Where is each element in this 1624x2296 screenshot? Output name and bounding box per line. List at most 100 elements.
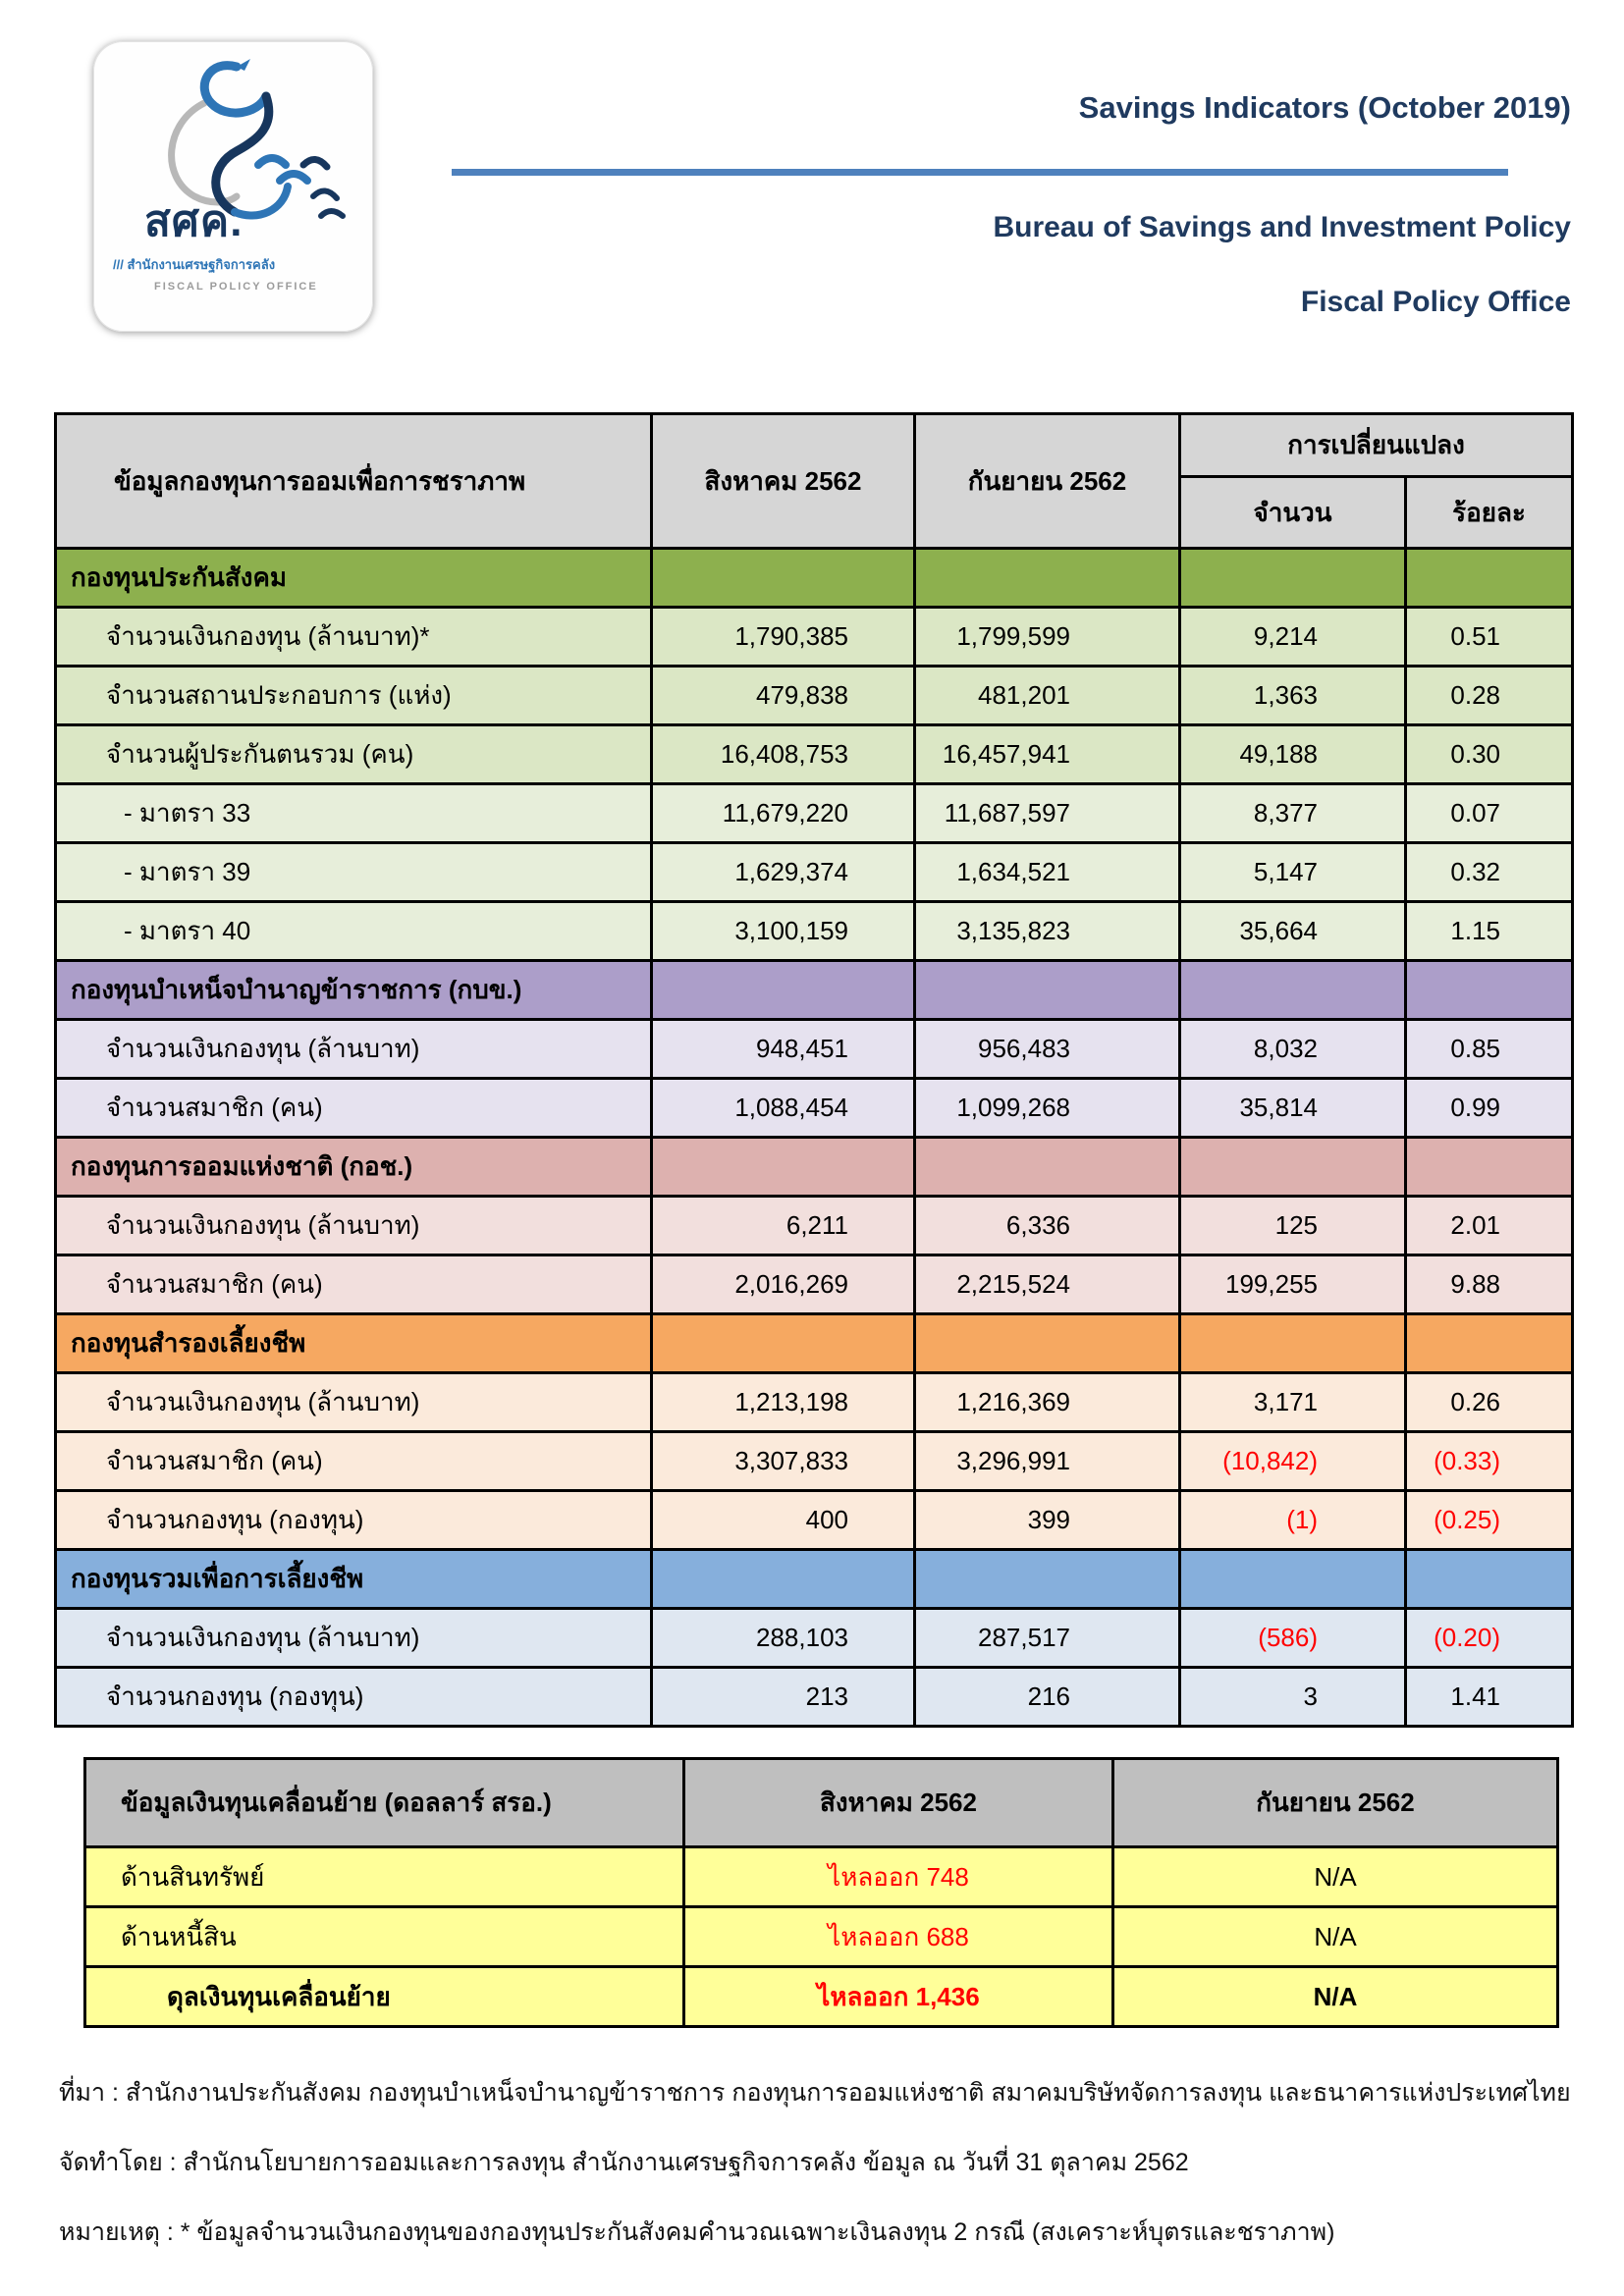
value-aug: 479,838 xyxy=(650,665,916,726)
value-amount: 5,147 xyxy=(1178,841,1407,903)
section-header-cell xyxy=(650,547,916,609)
value-aug: 1,088,454 xyxy=(650,1077,916,1139)
row-label: จำนวนสมาชิก (คน) xyxy=(54,1077,653,1139)
value-amount: 125 xyxy=(1178,1195,1407,1256)
table-row: - มาตรา 40 3,100,159 3,135,823 35,664 1.15 xyxy=(54,900,1574,962)
section-header-row: กองทุนประกันสังคม xyxy=(54,547,1574,609)
table-row: จำนวนสมาชิก (คน) 2,016,269 2,215,524 199,25… xyxy=(54,1254,1574,1315)
value-amount: 3 xyxy=(1178,1666,1407,1728)
page-title: Savings Indicators (October 2019) xyxy=(1078,90,1571,125)
value-sep: 11,687,597 xyxy=(913,782,1181,844)
section-header-cell xyxy=(913,1136,1181,1198)
table-row: จำนวนสมาชิก (คน) 3,307,833 3,296,991 (10,84… xyxy=(54,1430,1574,1492)
section-header-cell xyxy=(1178,1136,1407,1198)
table-row: จำนวนกองทุน (กองทุน) 400 399 (1) (0.25) xyxy=(54,1489,1574,1551)
value-amount: 3,171 xyxy=(1178,1371,1407,1433)
source-note: ที่มา : สำนักงานประกันสังคม กองทุนบำเหน็… xyxy=(59,2079,1571,2107)
value-amount: 199,255 xyxy=(1178,1254,1407,1315)
value-aug: 16,408,753 xyxy=(650,723,916,785)
value-aug: 11,679,220 xyxy=(650,782,916,844)
flow-header-row: ข้อมูลเงินทุนเคลื่อนย้าย (ดอลลาร์ สรอ.) … xyxy=(83,1757,1559,1848)
value-sep: N/A xyxy=(1111,1845,1559,1908)
row-label: ด้านหนี้สิน xyxy=(83,1905,685,1968)
value-aug: 1,790,385 xyxy=(650,606,916,667)
value-sep: 216 xyxy=(913,1666,1181,1728)
row-label: จำนวนสมาชิก (คน) xyxy=(54,1430,653,1492)
capital-flow-table: ข้อมูลเงินทุนเคลื่อนย้าย (ดอลลาร์ สรอ.) … xyxy=(83,1757,1559,2028)
section-title: กองทุนรวมเพื่อการเลี้ยงชีพ xyxy=(54,1548,653,1610)
value-aug: ไหลออก 1,436 xyxy=(682,1965,1114,2028)
value-percent: 0.28 xyxy=(1404,665,1574,726)
section-title: กองทุนบำเหน็จบำนาญข้าราชการ (กบข.) xyxy=(54,959,653,1021)
value-percent: 0.51 xyxy=(1404,606,1574,667)
section-header-row: กองทุนรวมเพื่อการเลี้ยงชีพ xyxy=(54,1548,1574,1610)
value-amount: 8,032 xyxy=(1178,1018,1407,1080)
value-amount: 1,363 xyxy=(1178,665,1407,726)
value-amount: 35,814 xyxy=(1178,1077,1407,1139)
logo-abbreviation: สศค. xyxy=(144,197,244,245)
value-sep: 287,517 xyxy=(913,1607,1181,1669)
column-header-august: สิงหาคม 2562 xyxy=(650,412,916,550)
prepared-by-note: จัดทำโดย : สำนักนโยบายการออมและการลงทุน … xyxy=(59,2149,1189,2176)
swan-logo-icon xyxy=(168,59,346,220)
table-row: ด้านสินทรัพย์ ไหลออก 748 N/A xyxy=(83,1845,1559,1908)
value-percent: 0.07 xyxy=(1404,782,1574,844)
table-row: จำนวนเงินกองทุน (ล้านบาท) 948,451 956,483 8… xyxy=(54,1018,1574,1080)
section-title: กองทุนประกันสังคม xyxy=(54,547,653,609)
section-header-cell xyxy=(1404,547,1574,609)
section-header-cell xyxy=(650,1136,916,1198)
row-label: จำนวนเงินกองทุน (ล้านบาท) xyxy=(54,1195,653,1256)
row-label: จำนวนกองทุน (กองทุน) xyxy=(54,1489,653,1551)
section-title: กองทุนสำรองเลี้ยงชีพ xyxy=(54,1312,653,1374)
value-percent: 1.15 xyxy=(1404,900,1574,962)
section-header-cell xyxy=(913,547,1181,609)
value-sep: 16,457,941 xyxy=(913,723,1181,785)
logo-english-name: FISCAL POLICY OFFICE xyxy=(154,281,318,293)
section-header-cell xyxy=(1404,1136,1574,1198)
value-percent: 0.32 xyxy=(1404,841,1574,903)
value-amount: (10,842) xyxy=(1178,1430,1407,1492)
value-sep: 6,336 xyxy=(913,1195,1181,1256)
section-header-cell xyxy=(1178,1548,1407,1610)
row-label: ด้านสินทรัพย์ xyxy=(83,1845,685,1908)
table-row: ดุลเงินทุนเคลื่อนย้าย ไหลออก 1,436 N/A xyxy=(83,1965,1559,2028)
row-label: - มาตรา 40 xyxy=(54,900,653,962)
value-sep: 3,135,823 xyxy=(913,900,1181,962)
value-sep: N/A xyxy=(1111,1965,1559,2028)
value-aug: 213 xyxy=(650,1666,916,1728)
row-label: จำนวนกองทุน (กองทุน) xyxy=(54,1666,653,1728)
value-aug: 1,629,374 xyxy=(650,841,916,903)
office-subtitle: Fiscal Policy Office xyxy=(1300,286,1571,318)
value-aug: ไหลออก 688 xyxy=(682,1905,1114,1968)
value-percent: 1.41 xyxy=(1404,1666,1574,1728)
table-row: จำนวนกองทุน (กองทุน) 213 216 3 1.41 xyxy=(54,1666,1574,1728)
fpo-logo: สศค. /// สำนักงานเศรษฐกิจการคลัง FISCAL … xyxy=(93,41,373,332)
row-label: จำนวนเงินกองทุน (ล้านบาท)* xyxy=(54,606,653,667)
table-row: จำนวนผู้ประกันตนรวม (คน) 16,408,753 16,457… xyxy=(54,723,1574,785)
logo-thai-name: /// สำนักงานเศรษฐกิจการคลัง xyxy=(113,257,276,272)
value-percent: 0.26 xyxy=(1404,1371,1574,1433)
value-aug: 2,016,269 xyxy=(650,1254,916,1315)
value-sep: 956,483 xyxy=(913,1018,1181,1080)
value-amount: 8,377 xyxy=(1178,782,1407,844)
section-header-cell xyxy=(650,1548,916,1610)
section-title: กองทุนการออมแห่งชาติ (กอช.) xyxy=(54,1136,653,1198)
value-amount: (586) xyxy=(1178,1607,1407,1669)
table-row: จำนวนสถานประกอบการ (แห่ง) 479,838 481,201 1… xyxy=(54,665,1574,726)
table-row: - มาตรา 33 11,679,220 11,687,597 8,377 0.07 xyxy=(54,782,1574,844)
table-row: จำนวนสมาชิก (คน) 1,088,454 1,099,268 35,814… xyxy=(54,1077,1574,1139)
value-aug: 948,451 xyxy=(650,1018,916,1080)
row-label: จำนวนเงินกองทุน (ล้านบาท) xyxy=(54,1607,653,1669)
row-label: จำนวนสถานประกอบการ (แห่ง) xyxy=(54,665,653,726)
value-percent: (0.33) xyxy=(1404,1430,1574,1492)
value-amount: 35,664 xyxy=(1178,900,1407,962)
value-aug: 6,211 xyxy=(650,1195,916,1256)
value-sep: N/A xyxy=(1111,1905,1559,1968)
value-sep: 2,215,524 xyxy=(913,1254,1181,1315)
column-header-amount: จำนวน xyxy=(1178,475,1407,550)
column-header-flow-august: สิงหาคม 2562 xyxy=(682,1757,1114,1848)
section-header-cell xyxy=(1404,1548,1574,1610)
footnotes: ที่มา : สำนักงานประกันสังคม กองทุนบำเหน็… xyxy=(59,2073,1576,2282)
row-label: จำนวนผู้ประกันตนรวม (คน) xyxy=(54,723,653,785)
